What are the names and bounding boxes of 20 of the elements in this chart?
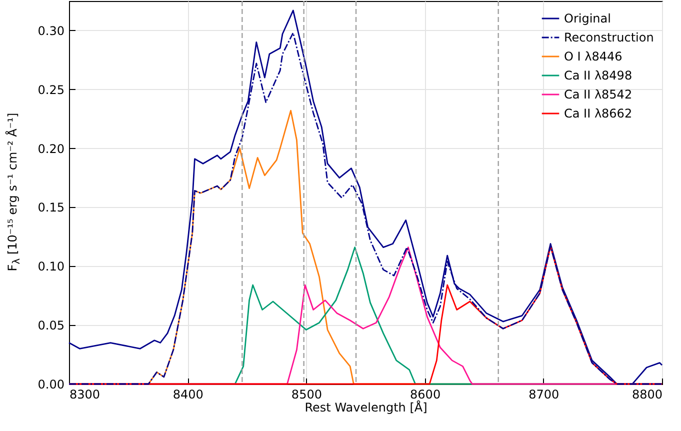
- x-tick-label: 8300: [70, 388, 100, 402]
- y-tick-label: 0.20: [38, 142, 64, 156]
- legend-label: Ca II λ8498: [564, 68, 632, 82]
- y-tick-label: 0.00: [38, 378, 64, 392]
- x-tick-label: 8800: [632, 388, 662, 402]
- x-tick-label: 8400: [172, 388, 204, 402]
- legend-label: Original: [564, 12, 611, 26]
- legend-label: O I λ8446: [564, 50, 622, 64]
- x-tick-label: 8500: [291, 388, 322, 402]
- x-axis-title: Rest Wavelength [Å]: [304, 400, 428, 414]
- legend-label: Ca II λ8662: [564, 106, 632, 120]
- y-tick-label: 0.30: [38, 24, 64, 38]
- y-tick-label: 0.25: [38, 82, 64, 97]
- y-tick-label: 0.05: [38, 318, 64, 333]
- x-tick-label: 8600: [410, 388, 441, 402]
- y-tick-label: 0.15: [38, 200, 64, 215]
- legend-label: Ca II λ8542: [564, 88, 632, 102]
- y-tick-label: 0.10: [38, 260, 64, 274]
- x-tick-label: 8700: [528, 388, 560, 402]
- legend-label: Reconstruction: [564, 30, 654, 44]
